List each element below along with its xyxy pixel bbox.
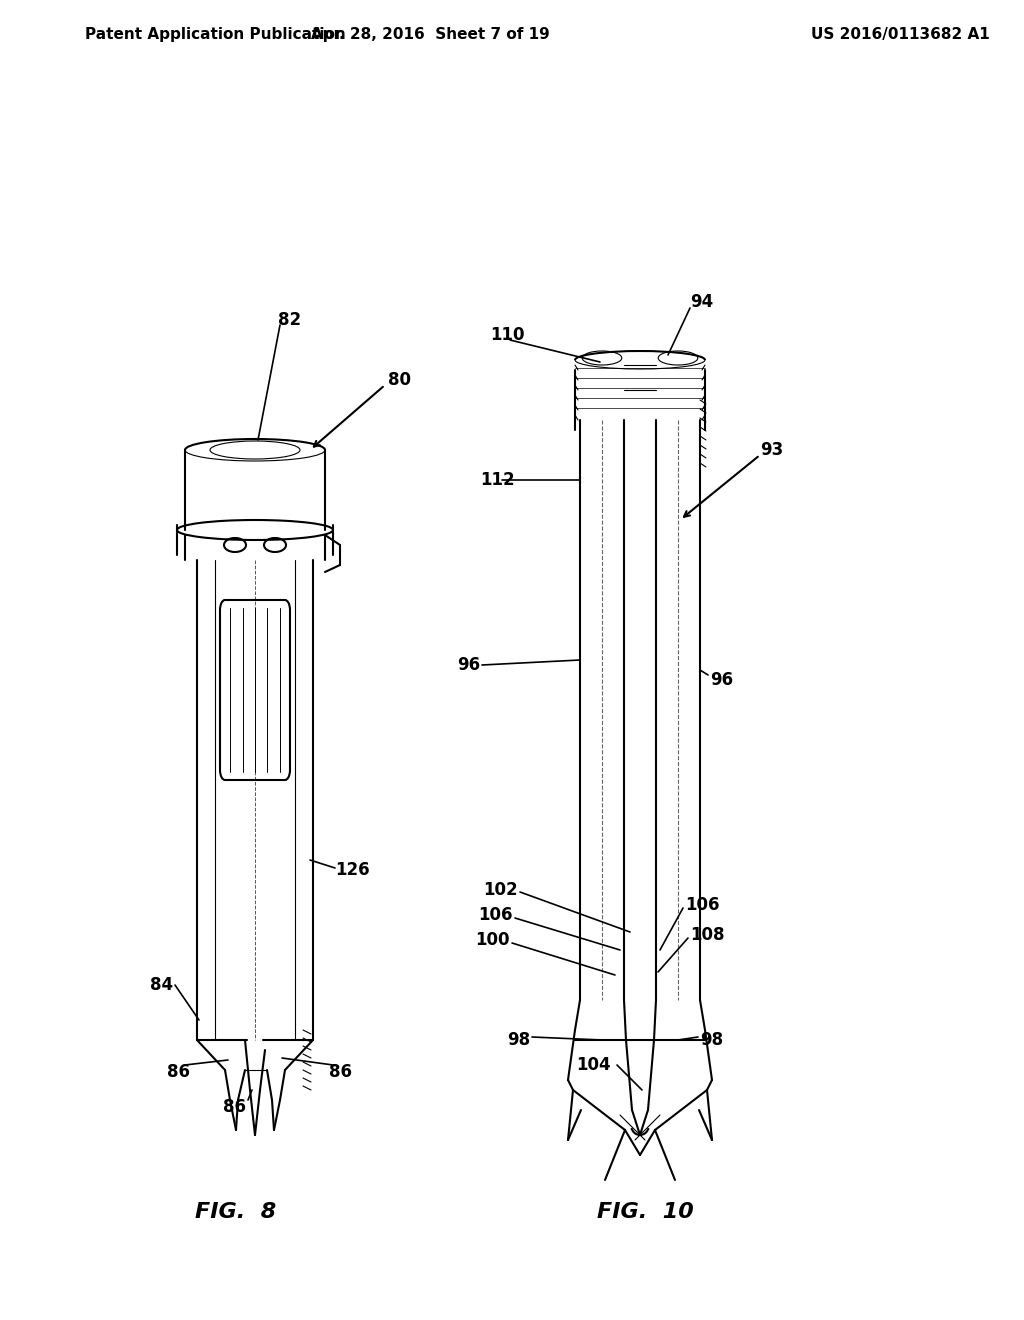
Text: FIG.  8: FIG. 8: [195, 1201, 276, 1222]
Text: 86: 86: [223, 1098, 247, 1115]
Text: 84: 84: [150, 975, 173, 994]
Text: 80: 80: [388, 371, 411, 389]
Text: 108: 108: [690, 927, 725, 944]
Text: 96: 96: [710, 671, 733, 689]
Text: 126: 126: [335, 861, 370, 879]
Text: 86: 86: [167, 1063, 189, 1081]
Text: US 2016/0113682 A1: US 2016/0113682 A1: [811, 28, 989, 42]
Text: 106: 106: [685, 896, 720, 913]
Text: 96: 96: [457, 656, 480, 675]
Text: 104: 104: [575, 1056, 610, 1074]
Text: 102: 102: [483, 880, 518, 899]
Text: 98: 98: [700, 1031, 723, 1049]
Text: 94: 94: [690, 293, 714, 312]
Text: FIG.  10: FIG. 10: [597, 1201, 693, 1222]
Text: 112: 112: [480, 471, 515, 488]
Text: 106: 106: [478, 906, 513, 924]
Text: 82: 82: [278, 312, 301, 329]
Text: Apr. 28, 2016  Sheet 7 of 19: Apr. 28, 2016 Sheet 7 of 19: [310, 28, 549, 42]
Text: 110: 110: [490, 326, 524, 345]
Text: 93: 93: [760, 441, 783, 459]
Text: 100: 100: [475, 931, 510, 949]
Text: Patent Application Publication: Patent Application Publication: [85, 28, 346, 42]
Text: 86: 86: [329, 1063, 351, 1081]
Text: 98: 98: [507, 1031, 530, 1049]
